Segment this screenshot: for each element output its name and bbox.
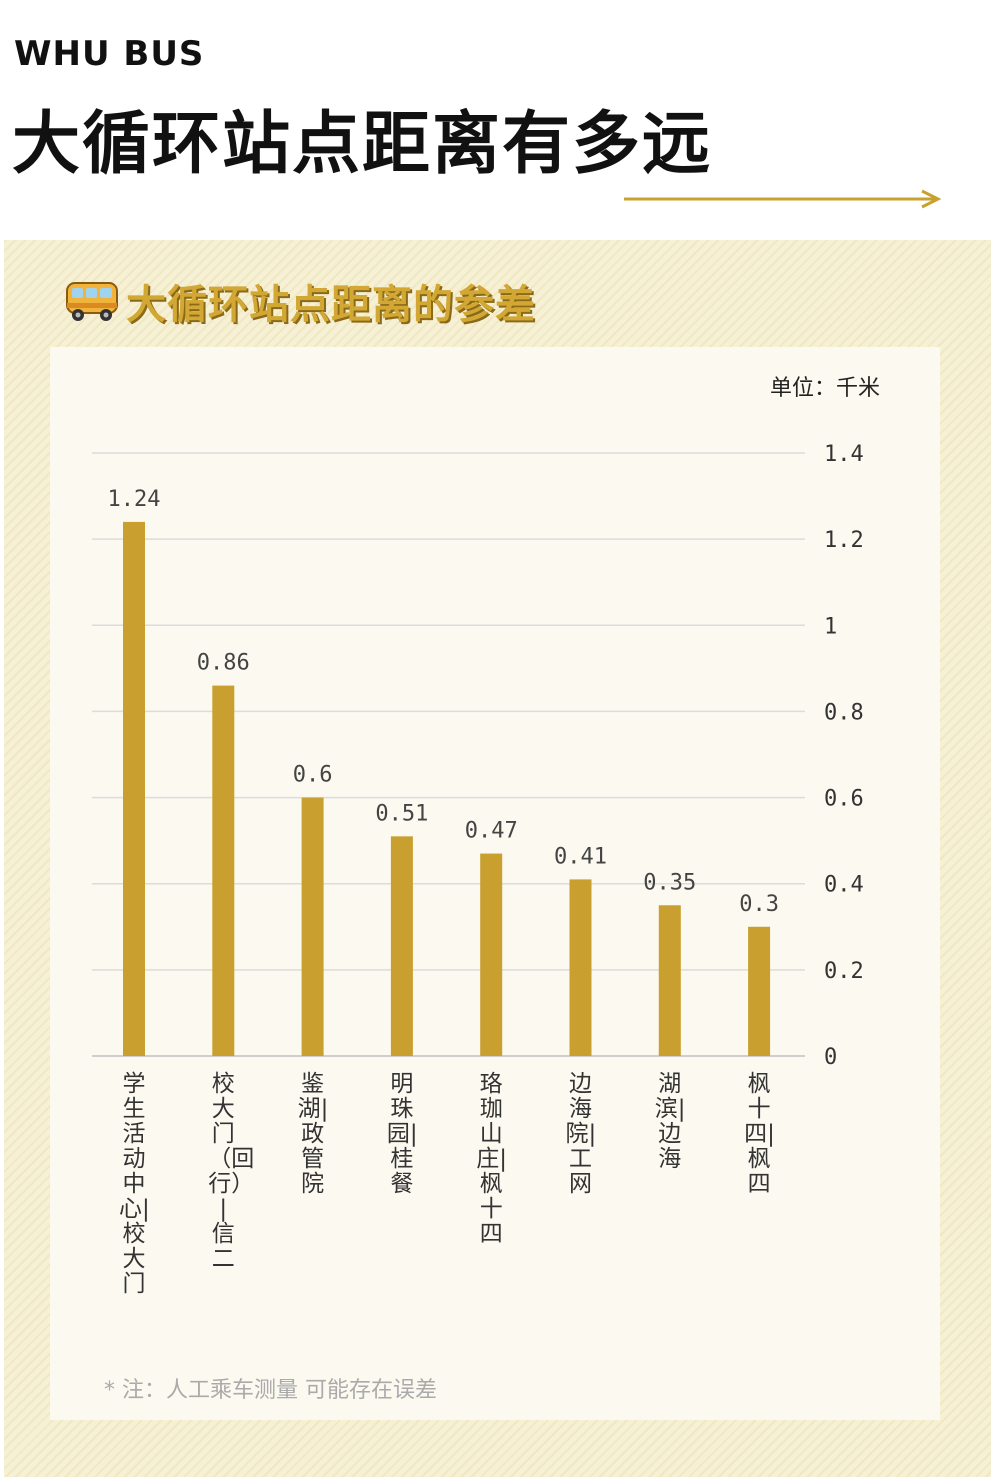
- y-tick-label: 0: [824, 1045, 837, 1070]
- chart-subtitle: 大循环站点距离的参差: [126, 282, 536, 328]
- x-tick-label: 珞珈山庄|枫十四: [476, 1071, 507, 1247]
- y-tick-label: 0.2: [824, 959, 864, 984]
- data-label: 0.51: [375, 801, 428, 826]
- x-tick-label: 湖滨|边海: [654, 1071, 686, 1172]
- x-tick-label: 鉴湖|政管院: [297, 1071, 329, 1197]
- y-tick-label: 0.8: [824, 700, 864, 725]
- y-tick-label: 0.4: [824, 873, 864, 898]
- gridlines: [92, 452, 805, 1057]
- y-tick-label: 0.6: [824, 787, 864, 812]
- data-label: 0.3: [739, 892, 779, 917]
- x-tick-label: 边海院|工网: [565, 1071, 597, 1197]
- data-label: 0.47: [465, 819, 518, 844]
- x-tick-label: 枫十四|枫四: [744, 1071, 775, 1197]
- bars: [123, 521, 771, 1056]
- bus-icon: [66, 282, 118, 321]
- bar: [480, 853, 503, 1056]
- x-tick-label: 学生活动中心|校大门: [119, 1071, 150, 1297]
- bar: [212, 685, 235, 1056]
- brand-title: WHU BUS: [14, 34, 205, 74]
- data-label: 0.35: [643, 870, 696, 895]
- y-axis-ticks: 0 0.2 0.4 0.6 0.8 1 1.2 1.4: [824, 442, 864, 1070]
- x-tick-label: 校大门（回行）|信二: [208, 1071, 255, 1272]
- bar: [123, 521, 145, 1056]
- arrow-right-icon: [624, 189, 942, 209]
- bar: [748, 926, 771, 1056]
- data-label: 0.41: [554, 844, 607, 869]
- footnote: * 注：人工乘车测量 可能存在误差: [104, 1378, 437, 1403]
- subtitle-row: 大循环站点距离的参差: [64, 276, 536, 328]
- bar: [390, 836, 413, 1056]
- data-labels: 1.24 0.86 0.6 0.51 0.47 0.41 0.35 0.3: [108, 487, 779, 917]
- bar: [658, 905, 681, 1056]
- bar: [301, 797, 324, 1056]
- x-tick-label: 明珠园|桂餐: [386, 1071, 418, 1197]
- unit-label: 单位：千米: [770, 376, 881, 401]
- page-title: 大循环站点距离有多远: [12, 105, 713, 184]
- data-label: 0.6: [293, 763, 333, 788]
- y-tick-label: 1.2: [824, 528, 864, 553]
- bar: [569, 879, 592, 1056]
- y-tick-label: 1.4: [824, 442, 864, 467]
- y-tick-label: 1: [824, 614, 837, 639]
- data-label: 0.86: [197, 651, 250, 676]
- data-label: 1.24: [108, 487, 161, 512]
